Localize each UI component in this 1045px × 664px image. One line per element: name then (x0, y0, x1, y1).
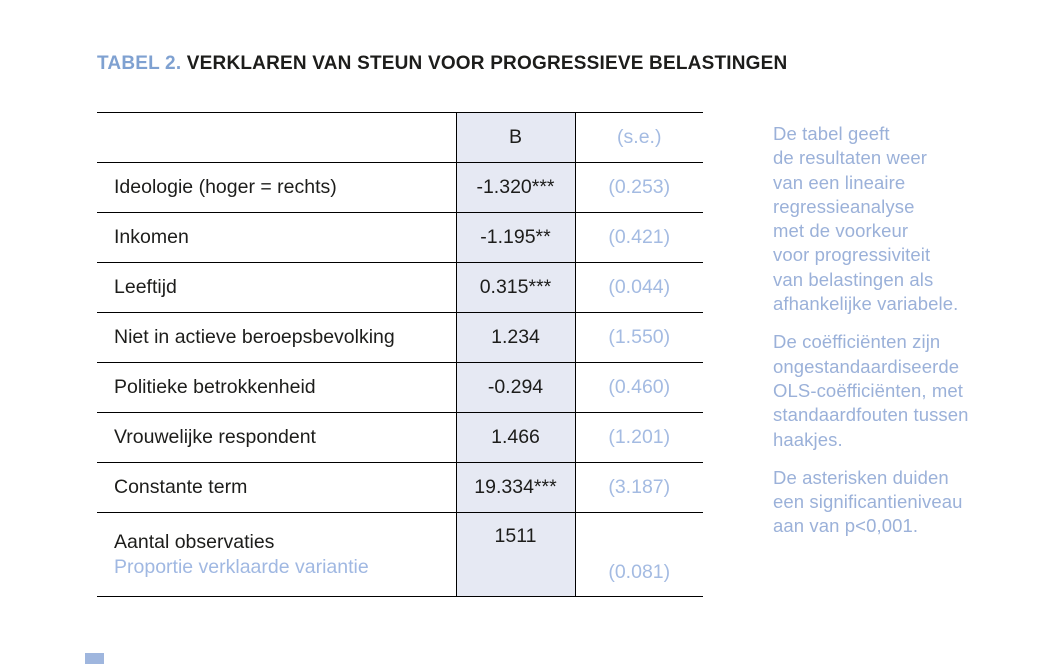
coef-value: 0.315*** (455, 262, 576, 313)
note-paragraph-significance: De asterisken duiden een significantieni… (773, 466, 963, 537)
table-row: Politieke betrokkenheid -0.294 (0.460) (97, 362, 703, 413)
se-value: (3.187) (575, 462, 703, 513)
table-title-text: VERKLAREN VAN STEUN VOOR PROGRESSIEVE BE… (181, 53, 788, 74)
footer-variance-value: (0.081) (575, 512, 703, 597)
header-empty-cell (97, 112, 456, 163)
footer-label: Aantal observaties Proportie verklaarde … (97, 512, 456, 597)
se-value: (0.421) (575, 212, 703, 263)
table-header-row: B (s.e.) (97, 112, 703, 163)
coef-value: -0.294 (455, 362, 576, 413)
note-paragraph-coefficients: De coëfficiënten zijn ongestandaardiseer… (773, 331, 969, 450)
table-title: TABEL 2. VERKLAREN VAN STEUN VOOR PROGRE… (97, 52, 787, 76)
page-marker-decoration (85, 653, 104, 664)
margin-notes: De tabel geeft de resultaten weer van ee… (773, 122, 1003, 553)
coef-value: -1.320*** (455, 162, 576, 213)
coef-value: 1.466 (455, 412, 576, 463)
footer-observations-label: Aantal observaties (114, 530, 275, 553)
footer-observations-value: 1511 (455, 512, 576, 597)
table-footer-row: Aantal observaties Proportie verklaarde … (97, 512, 703, 597)
header-se-cell: (s.e.) (575, 112, 703, 163)
row-label: Vrouwelijke respondent (97, 412, 456, 463)
table-row: Vrouwelijke respondent 1.466 (1.201) (97, 412, 703, 463)
note-paragraph-dependent-variable: De tabel geeft de resultaten weer van ee… (773, 123, 959, 315)
table-row: Leeftijd 0.315*** (0.044) (97, 262, 703, 313)
se-value: (1.550) (575, 312, 703, 363)
table-row: Inkomen -1.195** (0.421) (97, 212, 703, 263)
coef-value: 19.334*** (455, 462, 576, 513)
table-title-number: TABEL 2. (97, 53, 182, 74)
table-row: Niet in actieve beroepsbevolking 1.234 (… (97, 312, 703, 363)
se-value: (1.201) (575, 412, 703, 463)
se-value: (0.253) (575, 162, 703, 213)
se-value: (0.044) (575, 262, 703, 313)
row-label: Constante term (97, 462, 456, 513)
row-label: Niet in actieve beroepsbevolking (97, 312, 456, 363)
coef-value: 1.234 (455, 312, 576, 363)
coef-value: -1.195** (455, 212, 576, 263)
row-label: Inkomen (97, 212, 456, 263)
table-row: Ideologie (hoger = rechts) -1.320*** (0.… (97, 162, 703, 213)
se-value: (0.460) (575, 362, 703, 413)
row-label: Politieke betrokkenheid (97, 362, 456, 413)
table-row: Constante term 19.334*** (3.187) (97, 462, 703, 513)
row-label: Ideologie (hoger = rechts) (97, 162, 456, 213)
footer-variance-label: Proportie verklaarde variantie (114, 555, 369, 578)
regression-table: B (s.e.) Ideologie (hoger = rechts) -1.3… (97, 112, 703, 597)
header-b-cell: B (455, 112, 576, 163)
row-label: Leeftijd (97, 262, 456, 313)
